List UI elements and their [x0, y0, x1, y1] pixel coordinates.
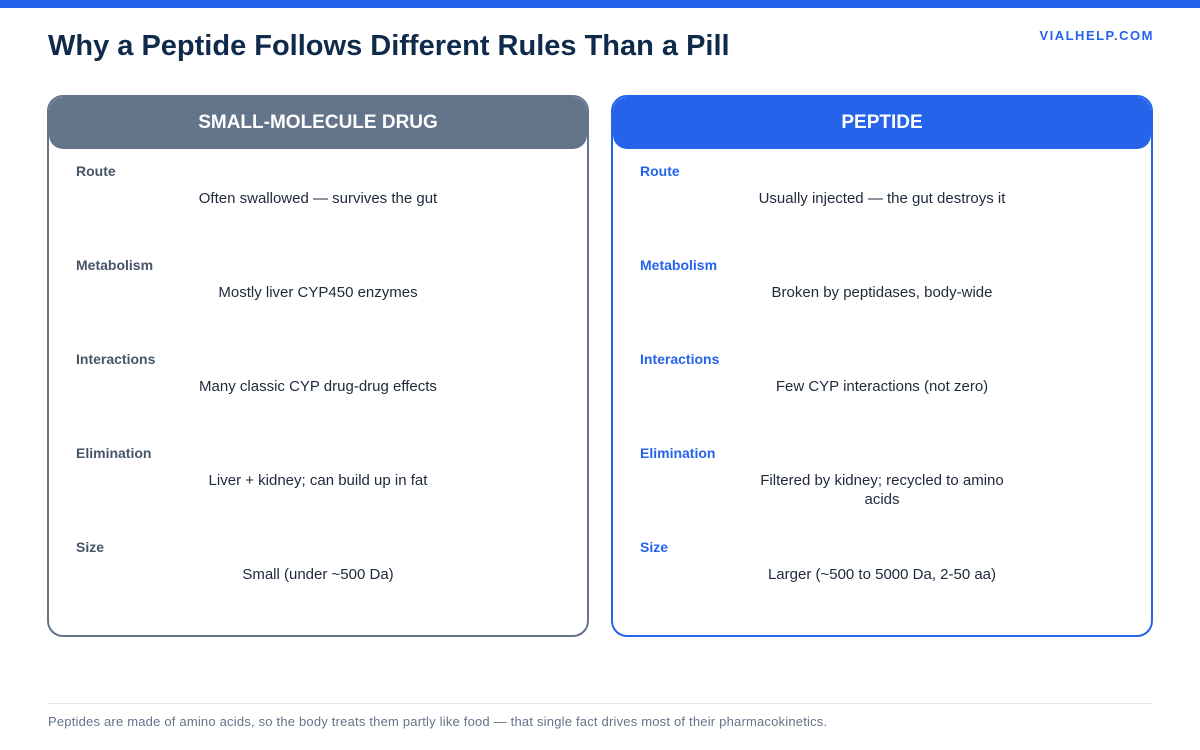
top-accent-bar	[0, 0, 1200, 8]
row-label: Route	[640, 163, 680, 179]
peptide-card-header: PEPTIDE	[613, 97, 1151, 149]
row-value: Many classic CYP drug-drug effects	[199, 378, 437, 395]
row-value: Usually injected — the gut destroys it	[758, 190, 1006, 207]
row-value: Larger (~500 to 5000 Da, 2-50 aa)	[767, 566, 997, 583]
small-molecule-card: SMALL-MOLECULE DRUG Route Often swallowe…	[47, 95, 589, 637]
footer-note: Peptides are made of amino acids, so the…	[48, 714, 828, 729]
row-value: Small (under ~500 Da)	[242, 566, 394, 583]
row-label: Metabolism	[640, 257, 718, 273]
row-label: Elimination	[640, 445, 716, 461]
peptide-card: PEPTIDE Route Usually injected — the gut…	[611, 95, 1153, 637]
row-value: Broken by peptidases, body-wide	[771, 284, 993, 301]
small-molecule-card-header: SMALL-MOLECULE DRUG	[49, 97, 587, 149]
row-value: Filtered by kidney; recycled to amino ac…	[760, 472, 1004, 508]
row-value: Mostly liver CYP450 enzymes	[218, 284, 418, 301]
row-value: Liver + kidney; can build up in fat	[208, 472, 428, 489]
row-value: Often swallowed — survives the gut	[198, 190, 438, 207]
row-label: Size	[76, 539, 105, 555]
row-label: Interactions	[76, 351, 156, 367]
row-label: Route	[76, 163, 116, 179]
row-label: Elimination	[76, 445, 152, 461]
brand-label[interactable]: VIALHELP.COM	[1039, 28, 1154, 43]
row-value: Few CYP interactions (not zero)	[775, 378, 989, 395]
row-label: Interactions	[640, 351, 720, 367]
page-title: Why a Peptide Follows Different Rules Th…	[48, 30, 730, 62]
row-label: Metabolism	[76, 257, 154, 273]
row-label: Size	[640, 539, 669, 555]
footer-divider	[48, 703, 1152, 704]
